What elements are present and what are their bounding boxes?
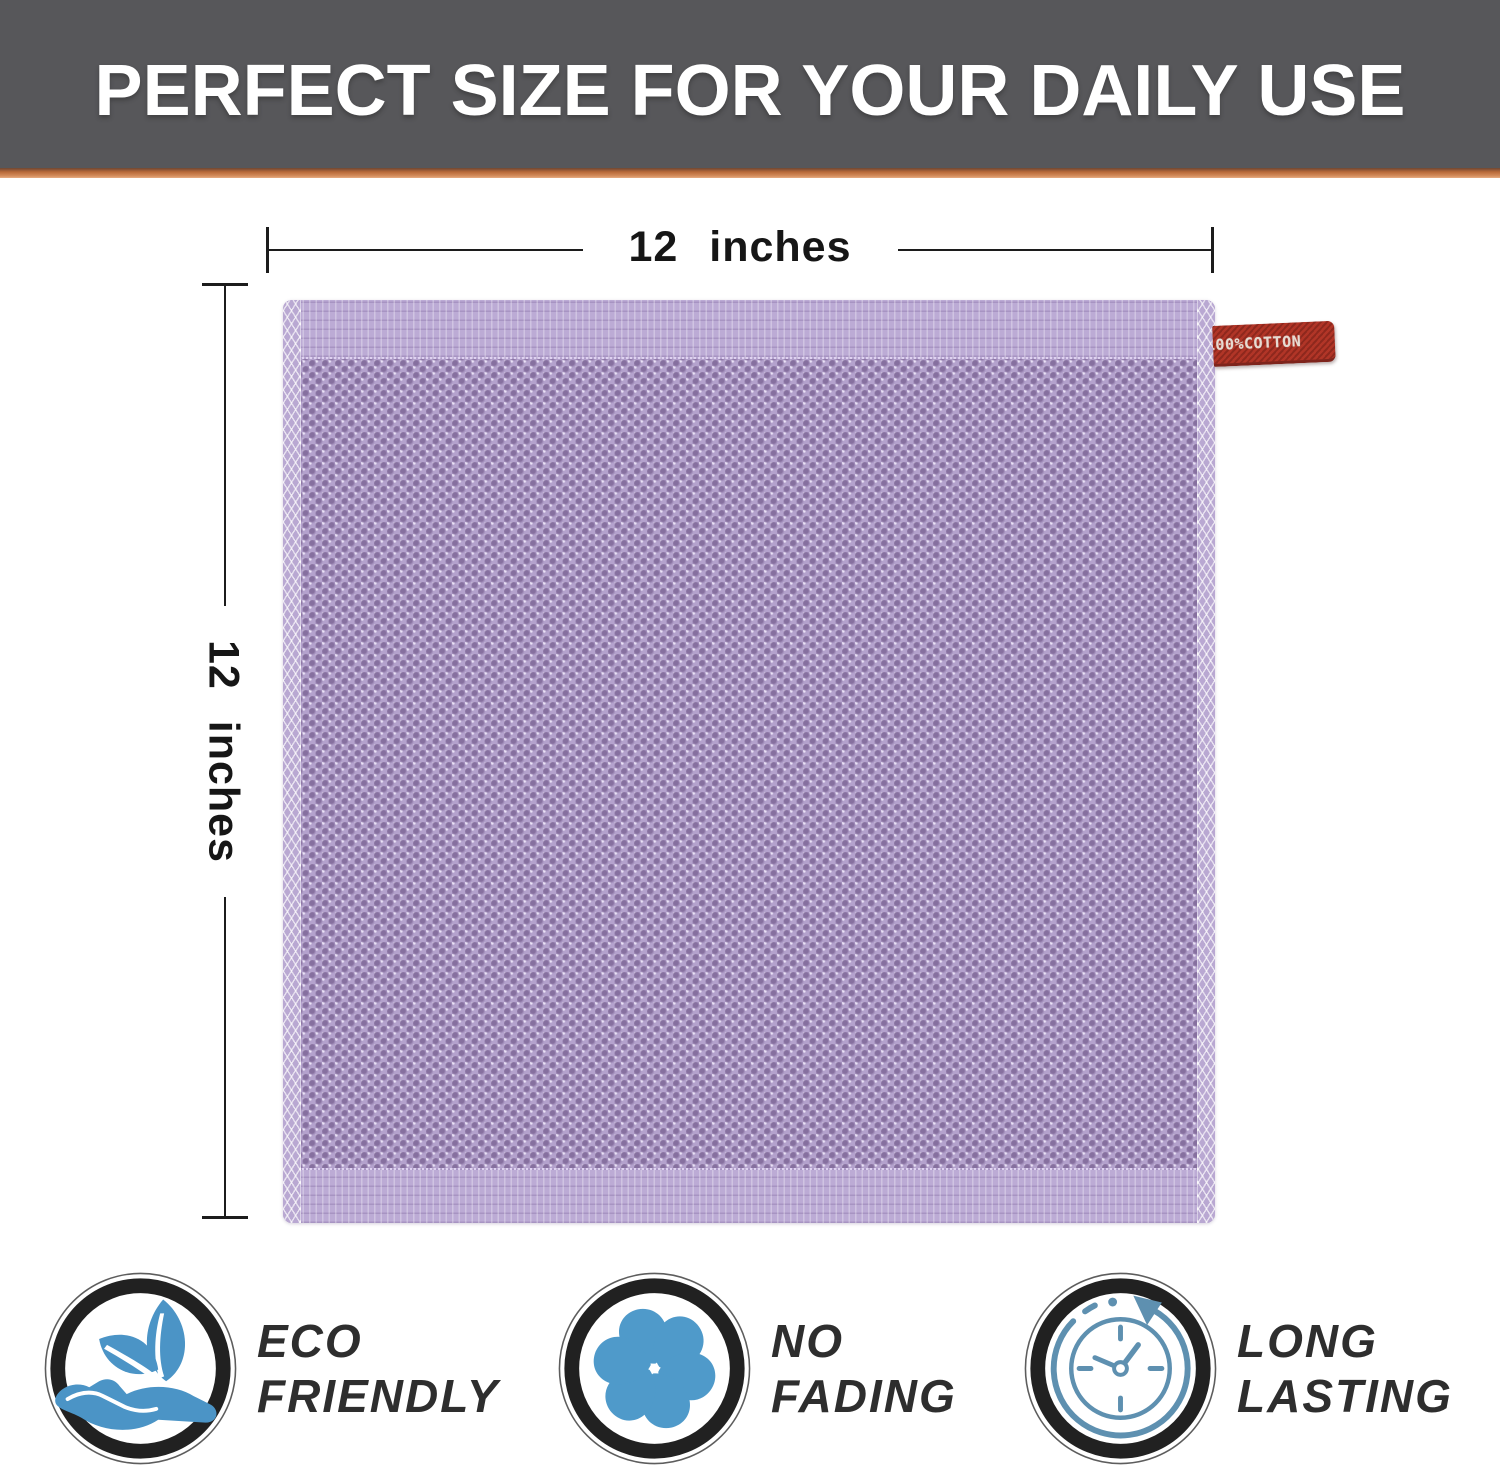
feature-line: LONG: [1237, 1315, 1378, 1368]
feature-line: LASTING: [1237, 1369, 1453, 1422]
fabric-tag-label: 100%COTTON: [1212, 332, 1302, 355]
height-dimension-label: 12 inches: [199, 639, 248, 863]
dimension-line: [897, 248, 1211, 252]
banner-title: PERFECT SIZE FOR YOUR DAILY USE: [94, 51, 1406, 131]
header-banner: PERFECT SIZE FOR YOUR DAILY USE: [0, 0, 1500, 168]
height-dimension: 12 inches: [199, 283, 248, 1219]
feature-line: FRIENDLY: [257, 1369, 500, 1422]
feature-label: ECO FRIENDLY: [257, 1314, 500, 1423]
fabric-tag: 100%COTTON: [1212, 320, 1336, 367]
feature-line: FADING: [771, 1369, 957, 1422]
dimension-line: [223, 286, 227, 606]
hand-leaves-icon: [44, 1272, 237, 1465]
feature-label: NO FADING: [771, 1314, 957, 1423]
dimension-line: [223, 896, 227, 1216]
accent-stripe: [0, 168, 1500, 178]
dimension-tick: [202, 1216, 248, 1219]
width-dimension: 12 inches: [266, 223, 1214, 273]
dimension-tick: [202, 283, 248, 286]
dimension-line: [269, 248, 583, 252]
feature-line: ECO: [257, 1315, 363, 1368]
width-dimension-label: 12 inches: [628, 222, 852, 271]
towel-bottom-hem: [283, 1168, 1215, 1223]
feature-no-fading: NO FADING: [556, 1270, 957, 1467]
clock-refresh-icon: [1024, 1272, 1217, 1465]
dimension-tick: [1211, 227, 1214, 273]
towel-top-hem: [283, 300, 1215, 359]
feature-line: NO: [771, 1315, 844, 1368]
dimension-tick: [266, 227, 269, 273]
towel-right-edge: [1197, 300, 1215, 1223]
feature-label: LONG LASTING: [1237, 1314, 1453, 1423]
pinwheel-icon: [558, 1272, 751, 1465]
towel-left-edge: [283, 300, 301, 1223]
feature-long-lasting: LONG LASTING: [1022, 1270, 1453, 1467]
towel-photo: 100%COTTON: [283, 300, 1336, 1223]
feature-eco-friendly: ECO FRIENDLY: [42, 1270, 500, 1467]
